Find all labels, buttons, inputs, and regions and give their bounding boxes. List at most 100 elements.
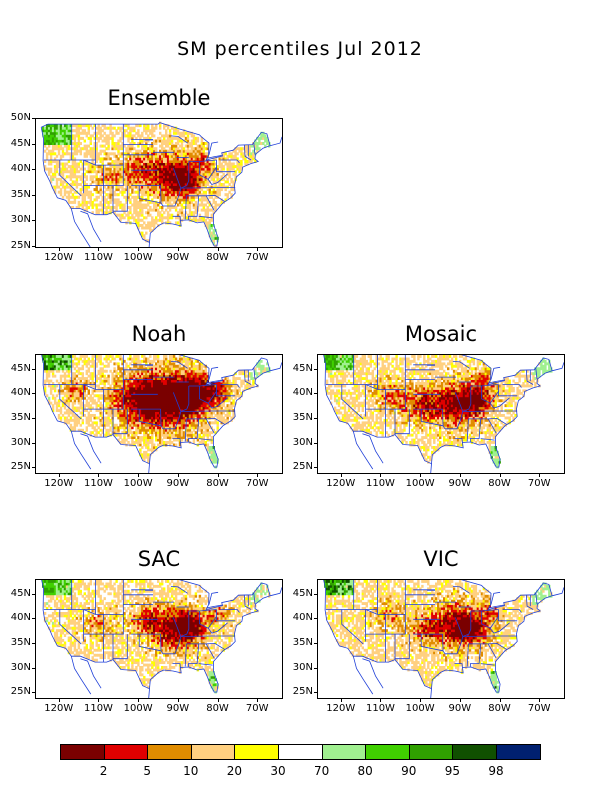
- state-boundary: [160, 634, 164, 655]
- coastline: [488, 604, 504, 609]
- lat-tick-label: 40N: [10, 612, 31, 624]
- tick-mark: [32, 417, 35, 419]
- lat-tick-label: 35N: [292, 636, 313, 648]
- state-boundary: [170, 586, 188, 594]
- state-boundary: [480, 438, 495, 441]
- colorbar-label: 30: [270, 764, 286, 778]
- tick-mark: [32, 692, 35, 694]
- colorbar-swatch: [103, 744, 149, 760]
- percentile-field: [42, 121, 271, 247]
- tick-mark: [539, 473, 541, 477]
- lat-tick-label: 25N: [292, 686, 313, 698]
- map-vic: [317, 579, 565, 699]
- lon-tick-label: 80W: [206, 703, 229, 714]
- lon-tick-label: 70W: [245, 252, 269, 263]
- state-boundary: [525, 369, 534, 385]
- state-boundary: [243, 369, 252, 385]
- state-boundary: [489, 397, 510, 409]
- lon-tick-label: 100W: [405, 478, 435, 489]
- state-boundary: [186, 161, 190, 186]
- lon-tick-label: 110W: [365, 478, 395, 489]
- coastline: [208, 591, 219, 605]
- state-boundary: [83, 144, 124, 186]
- coastline: [270, 362, 282, 372]
- state-boundary: [535, 368, 538, 380]
- state-boundary: [186, 611, 190, 635]
- lon-tick-label: 90W: [448, 703, 472, 714]
- state-boundary: [452, 361, 470, 369]
- state-boundary: [498, 616, 518, 622]
- state-boundary: [138, 634, 162, 652]
- tick-mark: [58, 698, 60, 702]
- tick-mark: [32, 194, 35, 196]
- state-boundary: [341, 384, 364, 420]
- colorbar-swatch: [60, 744, 105, 760]
- map-canvas: [323, 355, 564, 473]
- state-boundary: [454, 392, 469, 413]
- tick-mark: [32, 143, 35, 145]
- coastline: [430, 463, 432, 473]
- state-boundary: [184, 643, 187, 667]
- tick-mark: [138, 698, 140, 702]
- state-boundary: [395, 409, 410, 435]
- map-sac: [35, 579, 283, 699]
- colorbar-swatch: [278, 744, 323, 760]
- state-boundary: [83, 594, 124, 635]
- lon-tick-label: 120W: [326, 478, 356, 489]
- state-boundary: [535, 593, 538, 605]
- state-boundary: [186, 386, 190, 410]
- lon-tick-label: 120W: [44, 478, 74, 489]
- state-boundary: [253, 593, 256, 605]
- state-boundary: [395, 634, 410, 660]
- colorbar-swatch: [452, 744, 497, 760]
- colorbar-label: 20: [226, 764, 243, 778]
- tick-mark: [420, 473, 422, 477]
- state-boundary: [113, 185, 128, 212]
- state-boundary: [163, 187, 182, 207]
- tick-mark: [380, 473, 382, 477]
- coastline: [206, 155, 222, 159]
- tick-mark: [539, 698, 541, 702]
- figure-title: SM percentiles Jul 2012: [177, 38, 423, 60]
- lon-tick-label: 70W: [245, 478, 269, 489]
- state-boundary: [198, 215, 213, 219]
- lon-tick-label: 70W: [527, 478, 551, 489]
- map-mosaic: [317, 354, 565, 474]
- tick-mark: [340, 473, 342, 477]
- state-boundary: [170, 361, 188, 369]
- coastline: [70, 431, 92, 470]
- state-boundary: [525, 594, 534, 610]
- state-boundary: [59, 384, 82, 420]
- lon-tick-label: 110W: [83, 252, 113, 263]
- state-boundary: [468, 386, 472, 410]
- map-ensemble: [35, 118, 283, 248]
- state-boundary: [198, 438, 213, 441]
- map-canvas: [323, 580, 564, 698]
- lat-tick-label: 35N: [10, 411, 31, 423]
- lat-tick-label: 30N: [292, 436, 313, 448]
- tick-mark: [32, 618, 35, 620]
- state-boundary: [172, 438, 181, 443]
- coastline: [70, 656, 92, 695]
- state-boundary: [243, 594, 252, 610]
- state-boundary: [172, 663, 181, 668]
- lat-tick-label: 25N: [292, 461, 313, 473]
- panel-title-vic: VIC: [423, 547, 459, 571]
- state-boundary: [365, 384, 378, 390]
- state-boundary: [220, 159, 240, 164]
- tick-mark: [314, 393, 317, 395]
- colorbar-swatch: [321, 744, 367, 760]
- state-boundary: [462, 635, 518, 637]
- state-boundary: [365, 609, 378, 615]
- lat-tick-label: 30N: [10, 214, 31, 226]
- coastline: [208, 141, 219, 155]
- lon-tick-label: 90W: [166, 252, 190, 263]
- lon-tick-label: 80W: [206, 478, 229, 489]
- tick-mark: [98, 698, 100, 702]
- lon-tick-label: 100W: [123, 703, 153, 714]
- state-boundary: [207, 397, 228, 409]
- state-boundary: [445, 636, 464, 655]
- tick-mark: [314, 642, 317, 644]
- lon-tick-label: 120W: [44, 703, 74, 714]
- tick-mark: [499, 473, 501, 477]
